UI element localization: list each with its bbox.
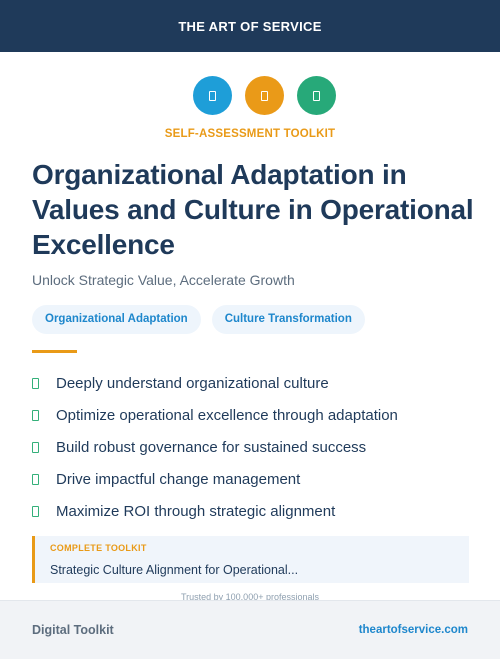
document-icon (297, 76, 336, 115)
list-item: Maximize ROI through strategic alignment (32, 495, 398, 527)
toolkit-label: COMPLETE TOOLKIT (50, 543, 147, 553)
list-item: Drive impactful change management (32, 463, 398, 495)
document-icon (245, 76, 284, 115)
toolkit-callout: COMPLETE TOOLKIT Strategic Culture Align… (32, 536, 469, 583)
icon-row (193, 76, 336, 115)
check-icon (32, 505, 39, 517)
list-item: Build robust governance for sustained su… (32, 431, 398, 463)
benefit-text: Build robust governance for sustained su… (56, 438, 367, 456)
check-icon (32, 473, 39, 485)
document-icon (193, 76, 232, 115)
benefit-text: Maximize ROI through strategic alignment (56, 502, 336, 520)
tag-organizational-adaptation: Organizational Adaptation (32, 305, 201, 334)
page-title: Organizational Adaptation in Values and … (32, 159, 474, 260)
check-icon (32, 377, 39, 389)
header-bar: THE ART OF SERVICE (0, 0, 500, 52)
benefit-text: Deeply understand organizational culture (56, 374, 329, 392)
trusted-note: Trusted by 100,000+ professionals (180, 592, 319, 602)
tag-culture-transformation: Culture Transformation (211, 305, 365, 334)
benefit-text: Optimize operational excellence through … (56, 406, 398, 424)
check-icon (32, 409, 39, 421)
kicker-label: SELF-ASSESSMENT TOOLKIT (164, 128, 336, 140)
subtitle: Unlock Strategic Value, Accelerate Growt… (32, 272, 295, 288)
list-item: Optimize operational excellence through … (32, 399, 398, 431)
footer-label: Digital Toolkit (32, 623, 114, 637)
benefit-text: Drive impactful change management (56, 470, 301, 488)
toolkit-name: Strategic Culture Alignment for Operatio… (50, 563, 299, 577)
tag-list: Organizational Adaptation Culture Transf… (32, 305, 365, 334)
accent-divider (32, 350, 77, 353)
footer-bar: Digital Toolkit theartofservice.com (0, 600, 500, 659)
website-link[interactable]: theartofservice.com (358, 624, 468, 636)
list-item: Deeply understand organizational culture (32, 367, 398, 399)
check-icon (32, 441, 39, 453)
benefit-list: Deeply understand organizational culture… (32, 367, 398, 527)
brand-title: THE ART OF SERVICE (178, 18, 322, 34)
